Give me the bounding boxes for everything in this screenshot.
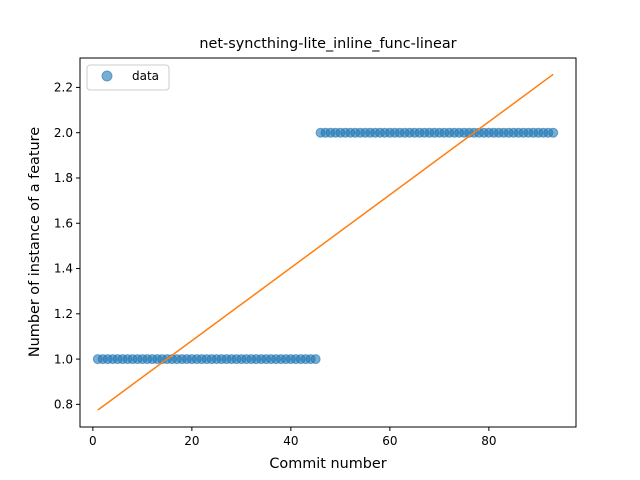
plot-area [92,73,559,411]
x-tick-label: 40 [283,434,298,448]
y-tick-label: 1.2 [54,307,73,321]
y-tick-label: 1.0 [54,352,73,366]
axis-ticks: 0 20 40 60 80 0.8 1.0 1.2 1.4 1.6 1.8 2.0 2.2 [54,81,497,448]
legend: data [86,64,170,91]
x-tick-label: 80 [481,434,496,448]
chart-title: net-syncthing-lite_inline_func-linear [199,36,456,52]
legend-marker [101,70,113,82]
x-axis-label: Commit number [269,456,386,472]
x-tick-label: 0 [89,434,97,448]
fit-line [97,73,554,411]
y-tick-label: 0.8 [54,398,73,412]
y-tick-label: 1.4 [54,262,73,276]
data-point [310,354,321,365]
legend-label-data: data [132,69,159,83]
data-point [548,127,559,138]
x-tick-label: 20 [184,434,199,448]
y-axis-label: Number of instance of a feature [27,127,43,357]
x-tick-label: 60 [382,434,397,448]
y-tick-label: 1.6 [54,216,73,230]
axes-frame [79,57,577,428]
y-tick-label: 1.8 [54,171,73,185]
y-tick-label: 2.2 [54,81,73,95]
y-tick-label: 2.0 [54,126,73,140]
